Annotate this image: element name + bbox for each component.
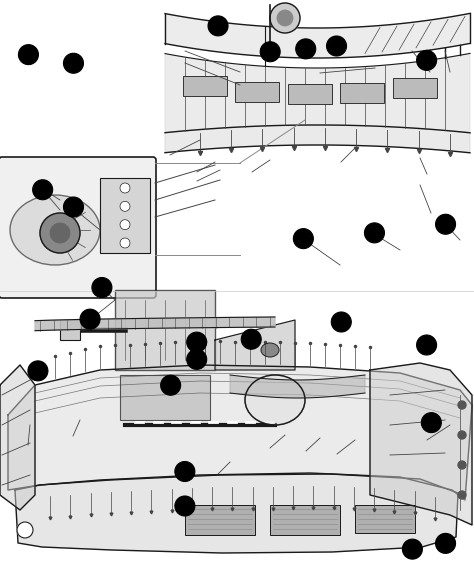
Text: 19: 19: [246, 335, 257, 344]
Ellipse shape: [245, 375, 305, 425]
Circle shape: [33, 180, 53, 200]
Bar: [340, 83, 384, 103]
Text: 5: 5: [35, 366, 41, 375]
Circle shape: [296, 39, 316, 59]
Circle shape: [241, 329, 261, 349]
Circle shape: [17, 522, 33, 538]
Text: 24: 24: [440, 539, 451, 548]
Circle shape: [64, 197, 83, 217]
Bar: [115, 290, 215, 370]
Text: 8: 8: [71, 202, 76, 212]
Circle shape: [208, 16, 228, 36]
Polygon shape: [15, 474, 458, 553]
Text: 1: 1: [301, 234, 306, 243]
Text: 13: 13: [191, 355, 202, 364]
Circle shape: [175, 496, 195, 516]
Text: 6: 6: [215, 21, 221, 30]
Circle shape: [80, 309, 100, 329]
Circle shape: [18, 45, 38, 64]
Circle shape: [120, 238, 130, 248]
Circle shape: [436, 534, 456, 553]
Circle shape: [120, 201, 130, 212]
Circle shape: [458, 401, 466, 409]
Text: 23: 23: [421, 340, 432, 350]
Bar: [393, 78, 437, 98]
Text: 11: 11: [84, 315, 96, 324]
Ellipse shape: [261, 343, 279, 357]
Bar: [60, 320, 80, 340]
Polygon shape: [370, 363, 472, 525]
Text: 12: 12: [96, 283, 108, 292]
Text: 22: 22: [191, 338, 202, 347]
Polygon shape: [0, 365, 35, 510]
Text: 22: 22: [336, 317, 347, 327]
Text: 3: 3: [372, 228, 377, 237]
Text: 17: 17: [407, 545, 418, 554]
Text: 5: 5: [303, 44, 309, 53]
Circle shape: [293, 229, 313, 248]
Text: 2: 2: [71, 59, 76, 68]
Circle shape: [50, 223, 70, 243]
Bar: [355, 505, 415, 533]
Text: 16: 16: [264, 47, 276, 56]
Circle shape: [458, 461, 466, 469]
Bar: [120, 375, 210, 420]
Circle shape: [120, 220, 130, 229]
Bar: [100, 178, 150, 253]
Text: 10: 10: [165, 381, 176, 390]
Circle shape: [421, 413, 441, 432]
Circle shape: [331, 312, 351, 332]
Circle shape: [458, 431, 466, 439]
Circle shape: [365, 223, 384, 243]
Circle shape: [161, 375, 181, 395]
Circle shape: [64, 53, 83, 73]
Circle shape: [277, 10, 293, 26]
Circle shape: [187, 332, 207, 352]
Text: 10: 10: [23, 50, 34, 59]
Text: 9: 9: [40, 185, 46, 194]
Text: 7: 7: [334, 41, 339, 51]
Circle shape: [436, 214, 456, 234]
Bar: [183, 76, 227, 96]
Circle shape: [120, 183, 130, 193]
Text: 10: 10: [421, 56, 432, 65]
Circle shape: [187, 350, 207, 369]
Text: 20: 20: [426, 418, 437, 427]
FancyBboxPatch shape: [0, 157, 156, 298]
Bar: [270, 505, 340, 535]
Text: 4: 4: [443, 220, 448, 229]
Circle shape: [458, 491, 466, 499]
Text: 20: 20: [179, 501, 191, 511]
Circle shape: [92, 278, 112, 297]
Circle shape: [28, 361, 48, 381]
Circle shape: [260, 42, 280, 62]
Circle shape: [270, 3, 300, 33]
Circle shape: [402, 539, 422, 559]
Bar: [185, 505, 255, 535]
Polygon shape: [230, 375, 365, 398]
Text: 21: 21: [179, 467, 191, 476]
Polygon shape: [8, 365, 472, 500]
Circle shape: [175, 462, 195, 481]
Polygon shape: [165, 13, 470, 58]
Polygon shape: [35, 317, 275, 331]
Circle shape: [417, 51, 437, 70]
Bar: [236, 82, 280, 102]
Polygon shape: [165, 125, 470, 153]
Polygon shape: [215, 320, 295, 370]
Circle shape: [417, 335, 437, 355]
Polygon shape: [165, 53, 470, 133]
Circle shape: [327, 36, 346, 56]
Ellipse shape: [10, 195, 100, 265]
Circle shape: [40, 213, 80, 253]
Bar: [288, 84, 332, 104]
